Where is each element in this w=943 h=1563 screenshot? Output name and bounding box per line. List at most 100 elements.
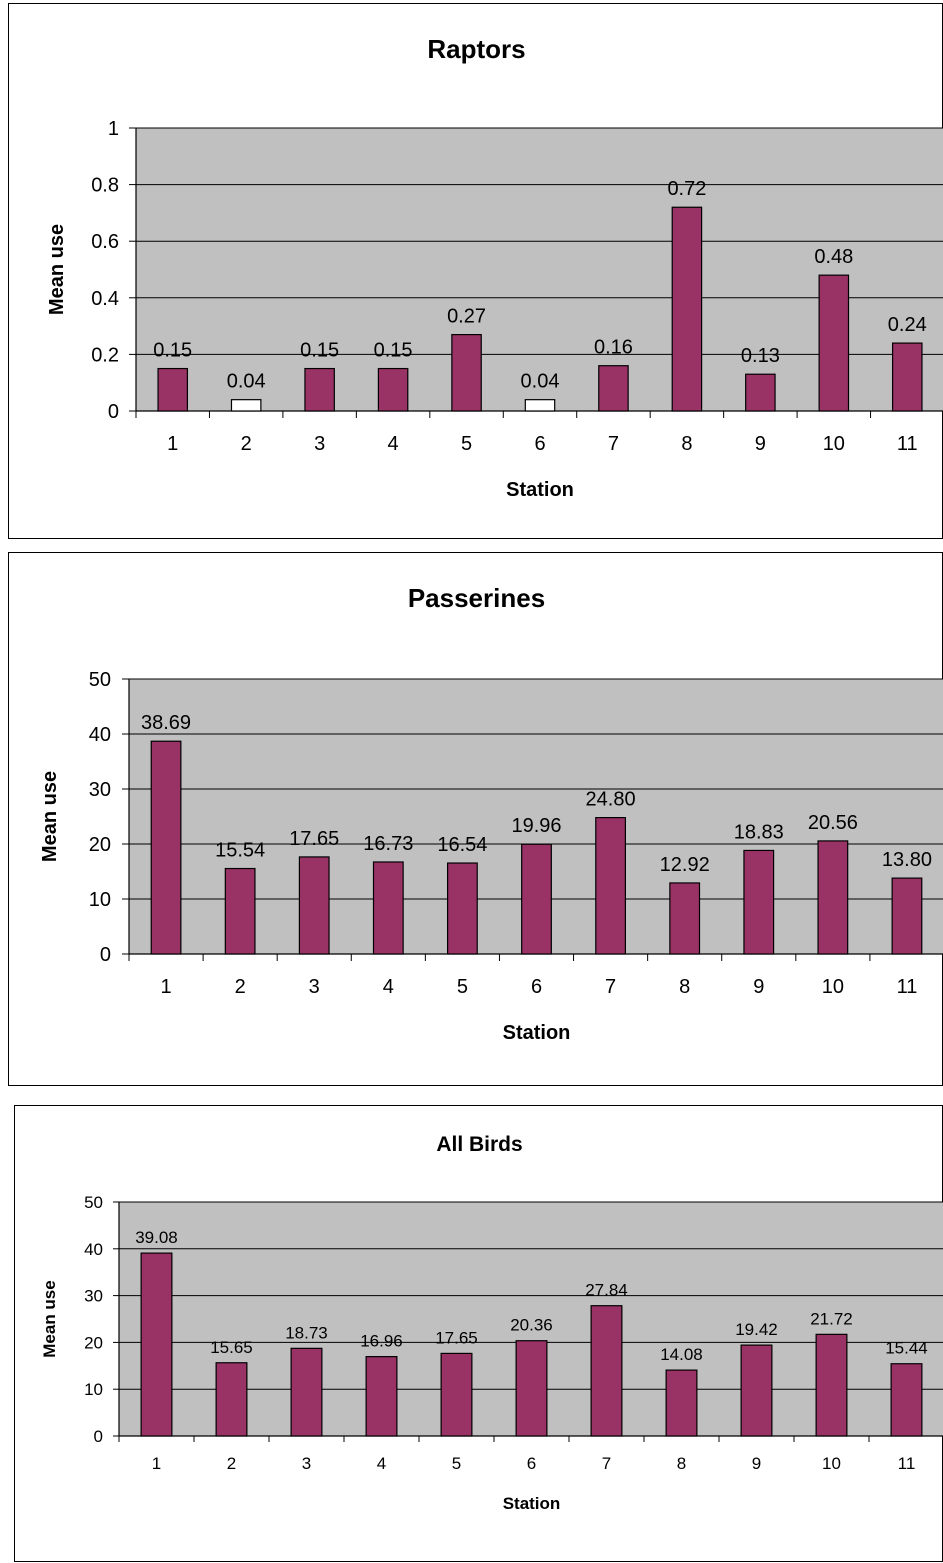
y-tick-label: 50 bbox=[84, 1193, 103, 1212]
passerines-chart: Passerines 0 10 20 30 40 50 38.69 1 15.54 2 17.65 3 1… bbox=[39, 583, 943, 1044]
bar-value-label: 39.08 bbox=[135, 1228, 178, 1247]
bar-station-11 bbox=[891, 342, 923, 412]
y-tick-label: 10 bbox=[89, 889, 111, 911]
bar-station-11 bbox=[891, 877, 923, 955]
bar-value-label: 38.69 bbox=[141, 712, 191, 734]
y-tick-label: 30 bbox=[89, 779, 111, 801]
y-tick-label: 0 bbox=[94, 1427, 103, 1446]
y-tick-label: 20 bbox=[84, 1333, 103, 1352]
bar-station-9 bbox=[740, 1344, 773, 1437]
x-tick-label: 9 bbox=[753, 976, 764, 998]
x-tick-label: 6 bbox=[527, 1454, 536, 1473]
x-tick-label: 3 bbox=[302, 1454, 311, 1473]
raptors-chart: Raptors 0 0.2 0.4 0.6 0.8 1 0.15 1 0.04 2 0.15 3 0.15… bbox=[46, 34, 943, 501]
bar-station-9 bbox=[745, 373, 776, 412]
passerines-chart-panel: Passerines 0 10 20 30 40 50 38.69 1 15.54 2 17.65 3 1… bbox=[8, 552, 943, 1086]
x-tick-label: 5 bbox=[457, 976, 468, 998]
bar-station-2 bbox=[215, 1362, 248, 1437]
bar-station-4 bbox=[377, 367, 409, 412]
bar-value-label: 20.36 bbox=[510, 1316, 553, 1335]
bar-station-8 bbox=[671, 206, 703, 412]
x-tick-label: 3 bbox=[309, 976, 320, 998]
bar-station-10 bbox=[817, 840, 849, 955]
x-tick-label: 9 bbox=[755, 433, 766, 455]
bar-value-label: 15.65 bbox=[210, 1338, 253, 1357]
bar-station-8 bbox=[665, 1369, 698, 1437]
bar-station-11 bbox=[890, 1363, 923, 1437]
x-tick-label: 2 bbox=[241, 433, 252, 455]
bar-station-2 bbox=[224, 867, 256, 955]
bar-value-label: 0.72 bbox=[667, 178, 706, 200]
bar-value-label: 0.15 bbox=[300, 340, 339, 362]
x-tick-label: 7 bbox=[605, 976, 616, 998]
bar-station-8 bbox=[669, 882, 701, 955]
bar-value-label: 0.16 bbox=[594, 337, 633, 359]
bar-station-3 bbox=[298, 856, 330, 955]
y-tick-label: 30 bbox=[84, 1287, 103, 1306]
y-tick-label: 40 bbox=[89, 724, 111, 746]
raptors-chart-panel: Raptors 0 0.2 0.4 0.6 0.8 1 0.15 1 0.04 2 0.15 3 0.15… bbox=[8, 3, 943, 539]
x-tick-label: 11 bbox=[898, 1454, 916, 1473]
x-tick-label: 10 bbox=[823, 433, 845, 455]
x-tick-label: 8 bbox=[681, 433, 692, 455]
bar-value-label: 0.15 bbox=[374, 340, 413, 362]
bar-value-label: 19.96 bbox=[511, 815, 561, 837]
chart-title: Passerines bbox=[408, 583, 545, 613]
y-tick-label: 0.8 bbox=[91, 175, 119, 197]
x-tick-label: 4 bbox=[377, 1454, 386, 1473]
y-tick-label: 0 bbox=[100, 944, 111, 966]
bar-value-label: 18.83 bbox=[734, 821, 784, 843]
bar-value-label: 27.84 bbox=[585, 1281, 628, 1300]
x-tick-label: 1 bbox=[167, 433, 178, 455]
bar-value-label: 14.08 bbox=[660, 1345, 703, 1364]
bar-station-4 bbox=[372, 861, 404, 955]
x-tick-label: 9 bbox=[752, 1454, 761, 1473]
x-tick-label: 10 bbox=[822, 976, 844, 998]
bar-station-1 bbox=[157, 367, 189, 412]
bar-value-label: 16.96 bbox=[360, 1332, 403, 1351]
x-tick-label: 7 bbox=[608, 433, 619, 455]
bar-value-label: 0.13 bbox=[741, 345, 780, 367]
x-tick-label: 1 bbox=[152, 1454, 161, 1473]
y-tick-label: 40 bbox=[84, 1240, 103, 1259]
bar-value-label: 12.92 bbox=[660, 854, 710, 876]
x-tick-label: 11 bbox=[897, 976, 918, 998]
x-tick-label: 8 bbox=[679, 976, 690, 998]
y-axis-label: Mean use bbox=[39, 771, 61, 862]
y-tick-label: 0.6 bbox=[91, 231, 119, 253]
bar-value-label: 0.04 bbox=[521, 371, 560, 393]
x-tick-label: 2 bbox=[227, 1454, 236, 1473]
bar-value-label: 0.15 bbox=[153, 340, 192, 362]
x-tick-label: 4 bbox=[388, 433, 399, 455]
y-tick-label: 0.2 bbox=[91, 344, 119, 366]
bar-value-label: 0.27 bbox=[447, 306, 486, 328]
bar-value-label: 16.73 bbox=[363, 833, 413, 855]
x-tick-label: 10 bbox=[822, 1454, 841, 1473]
bar-station-3 bbox=[290, 1347, 323, 1437]
bar-station-10 bbox=[818, 274, 850, 412]
y-tick-label: 20 bbox=[89, 834, 111, 856]
x-tick-label: 3 bbox=[314, 433, 325, 455]
bar-value-label: 16.54 bbox=[437, 834, 487, 856]
bar-value-label: 24.80 bbox=[586, 789, 636, 811]
bar-value-label: 0.04 bbox=[227, 371, 266, 393]
bar-value-label: 19.42 bbox=[735, 1320, 778, 1339]
bar-station-7 bbox=[590, 1305, 623, 1437]
x-tick-label: 2 bbox=[235, 976, 246, 998]
bar-value-label: 20.56 bbox=[808, 812, 858, 834]
x-tick-label: 8 bbox=[677, 1454, 686, 1473]
bar-station-1 bbox=[150, 740, 182, 955]
x-tick-label: 5 bbox=[461, 433, 472, 455]
y-axis-label: Mean use bbox=[40, 1280, 59, 1357]
bar-station-4 bbox=[365, 1356, 398, 1437]
x-tick-label: 4 bbox=[383, 976, 394, 998]
y-tick-label: 10 bbox=[84, 1380, 103, 1399]
bar-station-6 bbox=[524, 399, 556, 412]
y-tick-label: 1 bbox=[108, 118, 119, 140]
bar-station-3 bbox=[304, 367, 335, 412]
bar-value-label: 0.24 bbox=[888, 314, 927, 336]
y-tick-label: 50 bbox=[89, 669, 111, 691]
bar-station-1 bbox=[140, 1252, 173, 1437]
bar-value-label: 17.65 bbox=[435, 1328, 478, 1347]
bar-station-10 bbox=[815, 1333, 848, 1437]
